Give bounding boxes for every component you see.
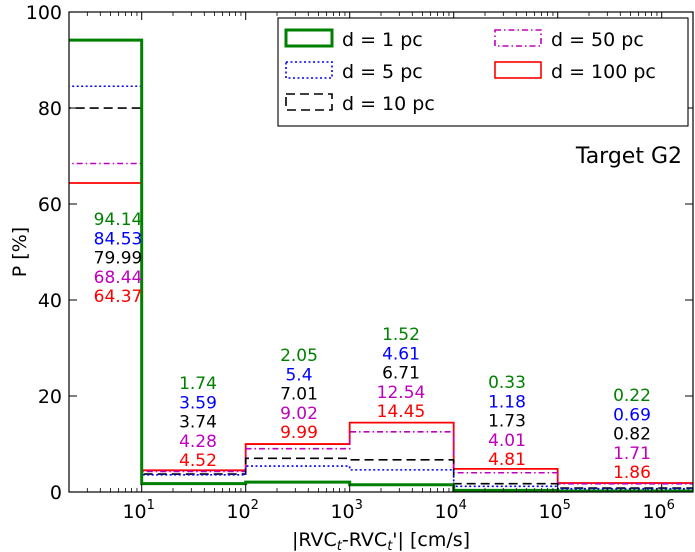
data-label-bin4-series3: 6.71: [382, 364, 420, 384]
x-axis-label-sub2: t: [387, 539, 393, 552]
data-label-bin5-series4: 4.01: [488, 431, 526, 451]
y-tick-label: 40: [38, 290, 62, 312]
y-tick-label: 100: [26, 2, 62, 24]
data-label-bin3-series2: 5.4: [285, 365, 312, 385]
y-tick-label: 60: [38, 194, 62, 216]
data-label-bin1-series2: 84.53: [94, 229, 143, 249]
data-label-bin2-series3: 3.74: [179, 413, 217, 433]
data-label-bin6-series3: 0.82: [613, 425, 651, 445]
x-tick-label: 103: [330, 498, 362, 523]
chart-title: Target G2: [575, 144, 682, 169]
y-axis-label: P [%]: [9, 227, 31, 277]
series-line-4: [69, 162, 693, 485]
legend-box: [277, 17, 689, 127]
x-axis-label-sub1: t: [337, 539, 343, 552]
data-label-bin1-series4: 68.44: [94, 268, 143, 288]
data-label-bin1-series5: 64.37: [94, 287, 143, 307]
legend-label-2: d = 5 pc: [342, 61, 423, 83]
data-label-bin6-series2: 0.69: [613, 405, 651, 425]
legend-label-4: d = 50 pc: [551, 29, 644, 51]
data-label-bin4-series5: 14.45: [377, 402, 426, 422]
data-label-bin1-series3: 79.99: [94, 249, 143, 269]
legend-swatch-4: [494, 29, 542, 47]
x-tick-label: 106: [642, 498, 674, 523]
data-label-bin6-series4: 1.71: [613, 444, 651, 464]
x-axis-label-part1: |RVC: [292, 529, 337, 551]
x-tick-label: 104: [434, 498, 466, 523]
data-label-bin1-series1: 94.14: [94, 210, 143, 230]
data-label-bin4-series2: 4.61: [382, 344, 420, 364]
data-label-bin2-series4: 4.28: [179, 432, 217, 452]
legend-label-5: d = 100 pc: [551, 61, 656, 83]
x-axis-label: |RVCt-RVCt'| [cm/s]: [292, 529, 470, 552]
x-tick-label: 101: [122, 498, 154, 523]
legend-swatch-2: [285, 61, 333, 79]
data-label-bin5-series1: 0.33: [488, 373, 526, 393]
data-label-bin4-series1: 1.52: [382, 325, 420, 345]
data-label-bin3-series3: 7.01: [280, 385, 318, 405]
x-tick-label: 102: [226, 498, 258, 523]
legend-swatch-1: [284, 28, 334, 48]
data-label-bin6-series1: 0.22: [613, 386, 651, 406]
data-label-bin2-series2: 3.59: [179, 393, 217, 413]
legend-swatch-3: [285, 93, 333, 111]
y-tick-label: 80: [38, 98, 62, 120]
data-label-bin2-series1: 1.74: [179, 374, 217, 394]
data-label-bin6-series5: 1.86: [613, 463, 651, 483]
data-label-bin5-series2: 1.18: [488, 392, 526, 412]
x-axis-label-part3: '| [cm/s]: [392, 529, 470, 551]
legend-label-1: d = 1 pc: [342, 29, 423, 51]
y-tick-label: 0: [50, 482, 62, 504]
y-tick-label: 20: [38, 386, 62, 408]
legend: d = 1 pc d = 5 pc d = 10 pc d = 50 pc d = 10…: [277, 17, 689, 127]
data-label-bin5-series3: 1.73: [488, 412, 526, 432]
data-label-bin3-series1: 2.05: [280, 346, 318, 366]
data-label-bin5-series5: 4.81: [488, 450, 526, 470]
data-label-bin3-series5: 9.99: [280, 423, 318, 443]
data-label-bin4-series4: 12.54: [377, 383, 426, 403]
data-label-bin3-series4: 9.02: [280, 404, 318, 424]
x-tick-label: 105: [538, 498, 570, 523]
x-axis-label-part2: -RVC: [342, 529, 387, 551]
legend-swatch-5: [494, 61, 542, 79]
legend-label-3: d = 10 pc: [342, 93, 435, 115]
data-label-bin2-series5: 4.52: [179, 451, 217, 471]
axes-layer: 0 20 40 60 80 100 101 102 103 104 105 106: [26, 2, 694, 523]
